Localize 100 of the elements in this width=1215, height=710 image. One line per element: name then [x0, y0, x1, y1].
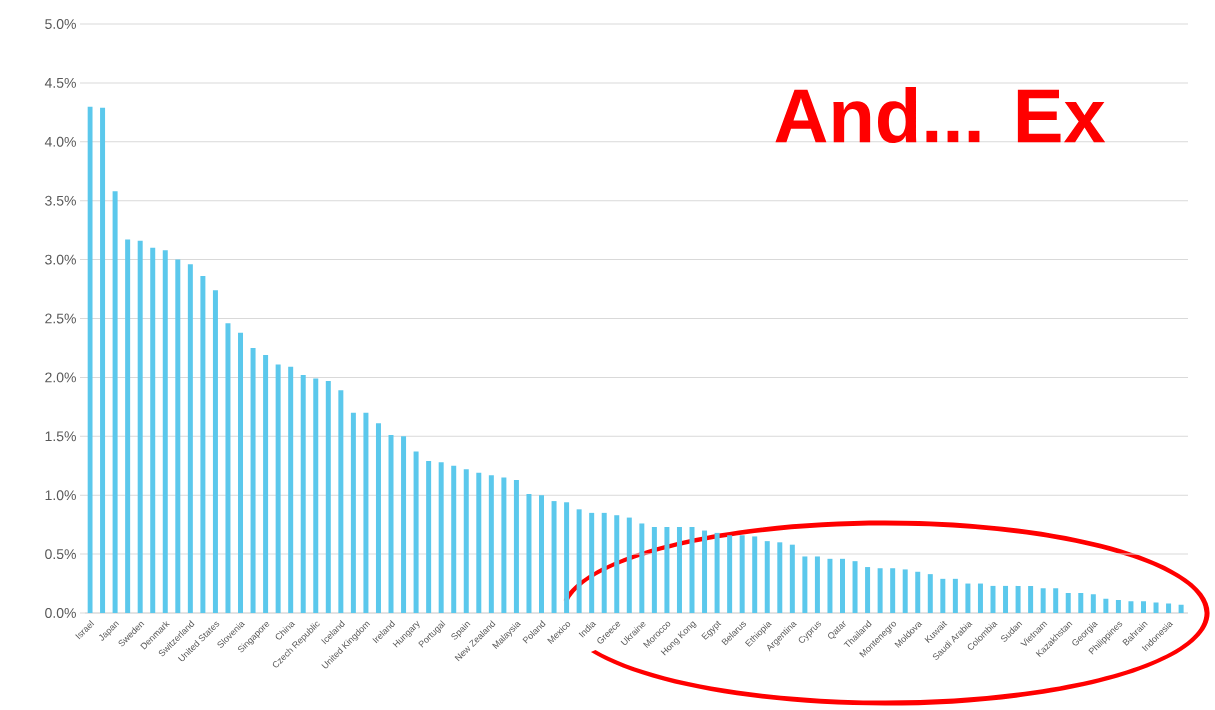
bar — [1090, 594, 1096, 613]
bar — [664, 527, 670, 613]
bar — [789, 544, 795, 613]
bar — [865, 567, 871, 613]
bar — [100, 107, 106, 613]
bar — [702, 530, 708, 613]
bar — [614, 515, 620, 613]
bar — [651, 527, 657, 613]
bar — [225, 323, 231, 613]
bar — [125, 239, 131, 613]
bar — [463, 469, 469, 613]
bar — [501, 477, 507, 613]
bar — [1103, 598, 1109, 613]
y-tick-label: 3.0% — [45, 254, 76, 265]
bar — [350, 412, 356, 613]
bar — [488, 475, 494, 613]
bar — [1166, 603, 1172, 613]
bar — [1115, 600, 1121, 613]
bar — [1078, 592, 1084, 613]
bar — [852, 561, 858, 613]
y-tick-label: 4.0% — [44, 136, 76, 147]
bar — [589, 512, 595, 613]
bar — [1178, 604, 1184, 613]
bar — [990, 585, 996, 613]
bar — [539, 495, 545, 613]
bar — [814, 556, 820, 613]
bar — [476, 472, 482, 613]
bar — [752, 536, 758, 613]
y-tick-label: 3.5% — [45, 195, 76, 206]
y-tick-label: 5.0% — [45, 19, 76, 29]
bar — [413, 451, 419, 613]
bar — [150, 247, 156, 613]
bar — [564, 502, 570, 613]
bar — [952, 578, 958, 613]
bar — [1140, 601, 1146, 613]
bar — [714, 532, 720, 613]
bar — [676, 527, 682, 613]
bar — [87, 106, 93, 613]
bar — [626, 517, 632, 613]
bar — [1040, 588, 1046, 613]
bar — [263, 355, 269, 613]
bar — [1153, 602, 1159, 613]
bar — [840, 558, 845, 613]
bar — [689, 527, 695, 613]
bar — [363, 412, 369, 613]
bar — [175, 259, 181, 613]
bar — [1003, 585, 1009, 613]
bar — [388, 435, 394, 613]
bar — [727, 535, 733, 613]
bar — [275, 364, 281, 613]
bar — [877, 568, 883, 613]
y-tick-label: 0.0% — [45, 608, 76, 618]
bar — [977, 583, 983, 613]
bar — [902, 569, 908, 613]
bar — [288, 366, 294, 613]
bar — [965, 583, 971, 613]
bar — [451, 465, 457, 613]
bar — [375, 423, 381, 613]
bar — [940, 578, 946, 613]
bar — [438, 462, 444, 613]
bar — [1128, 601, 1134, 613]
y-tick-label: 1.0% — [45, 490, 76, 501]
bar — [915, 571, 921, 613]
bar — [238, 332, 244, 613]
bar — [112, 191, 118, 613]
bar — [200, 276, 206, 613]
bar — [426, 461, 432, 613]
bar — [802, 556, 808, 613]
bar — [526, 494, 532, 613]
bar — [927, 574, 933, 613]
bar — [338, 390, 344, 613]
bar — [187, 264, 193, 613]
y-tick-label: 2.0% — [45, 372, 76, 383]
bar — [764, 541, 770, 613]
bar — [325, 380, 331, 613]
bar — [1065, 592, 1071, 613]
y-tick-label: 0.5% — [45, 549, 76, 560]
y-tick-label: 4.5% — [44, 77, 76, 88]
annotation: And... Ex — [775, 87, 1106, 143]
bar — [137, 240, 143, 613]
bar — [513, 479, 519, 613]
bar — [890, 568, 896, 613]
bar — [827, 558, 833, 613]
bar — [777, 542, 783, 613]
bar — [300, 375, 306, 613]
bar — [551, 501, 557, 613]
bar — [639, 523, 645, 613]
bar — [401, 436, 407, 613]
bar — [212, 290, 218, 613]
bar — [162, 250, 168, 613]
bar — [576, 509, 582, 613]
y-tick-label: 2.5% — [45, 313, 76, 324]
y-tick-label: 1.5% — [45, 431, 76, 442]
bar — [1053, 588, 1059, 613]
bar — [1028, 585, 1034, 613]
bar — [250, 347, 256, 613]
bar — [313, 378, 319, 613]
bar — [739, 535, 745, 613]
bar — [601, 512, 607, 613]
bar — [1015, 585, 1021, 613]
